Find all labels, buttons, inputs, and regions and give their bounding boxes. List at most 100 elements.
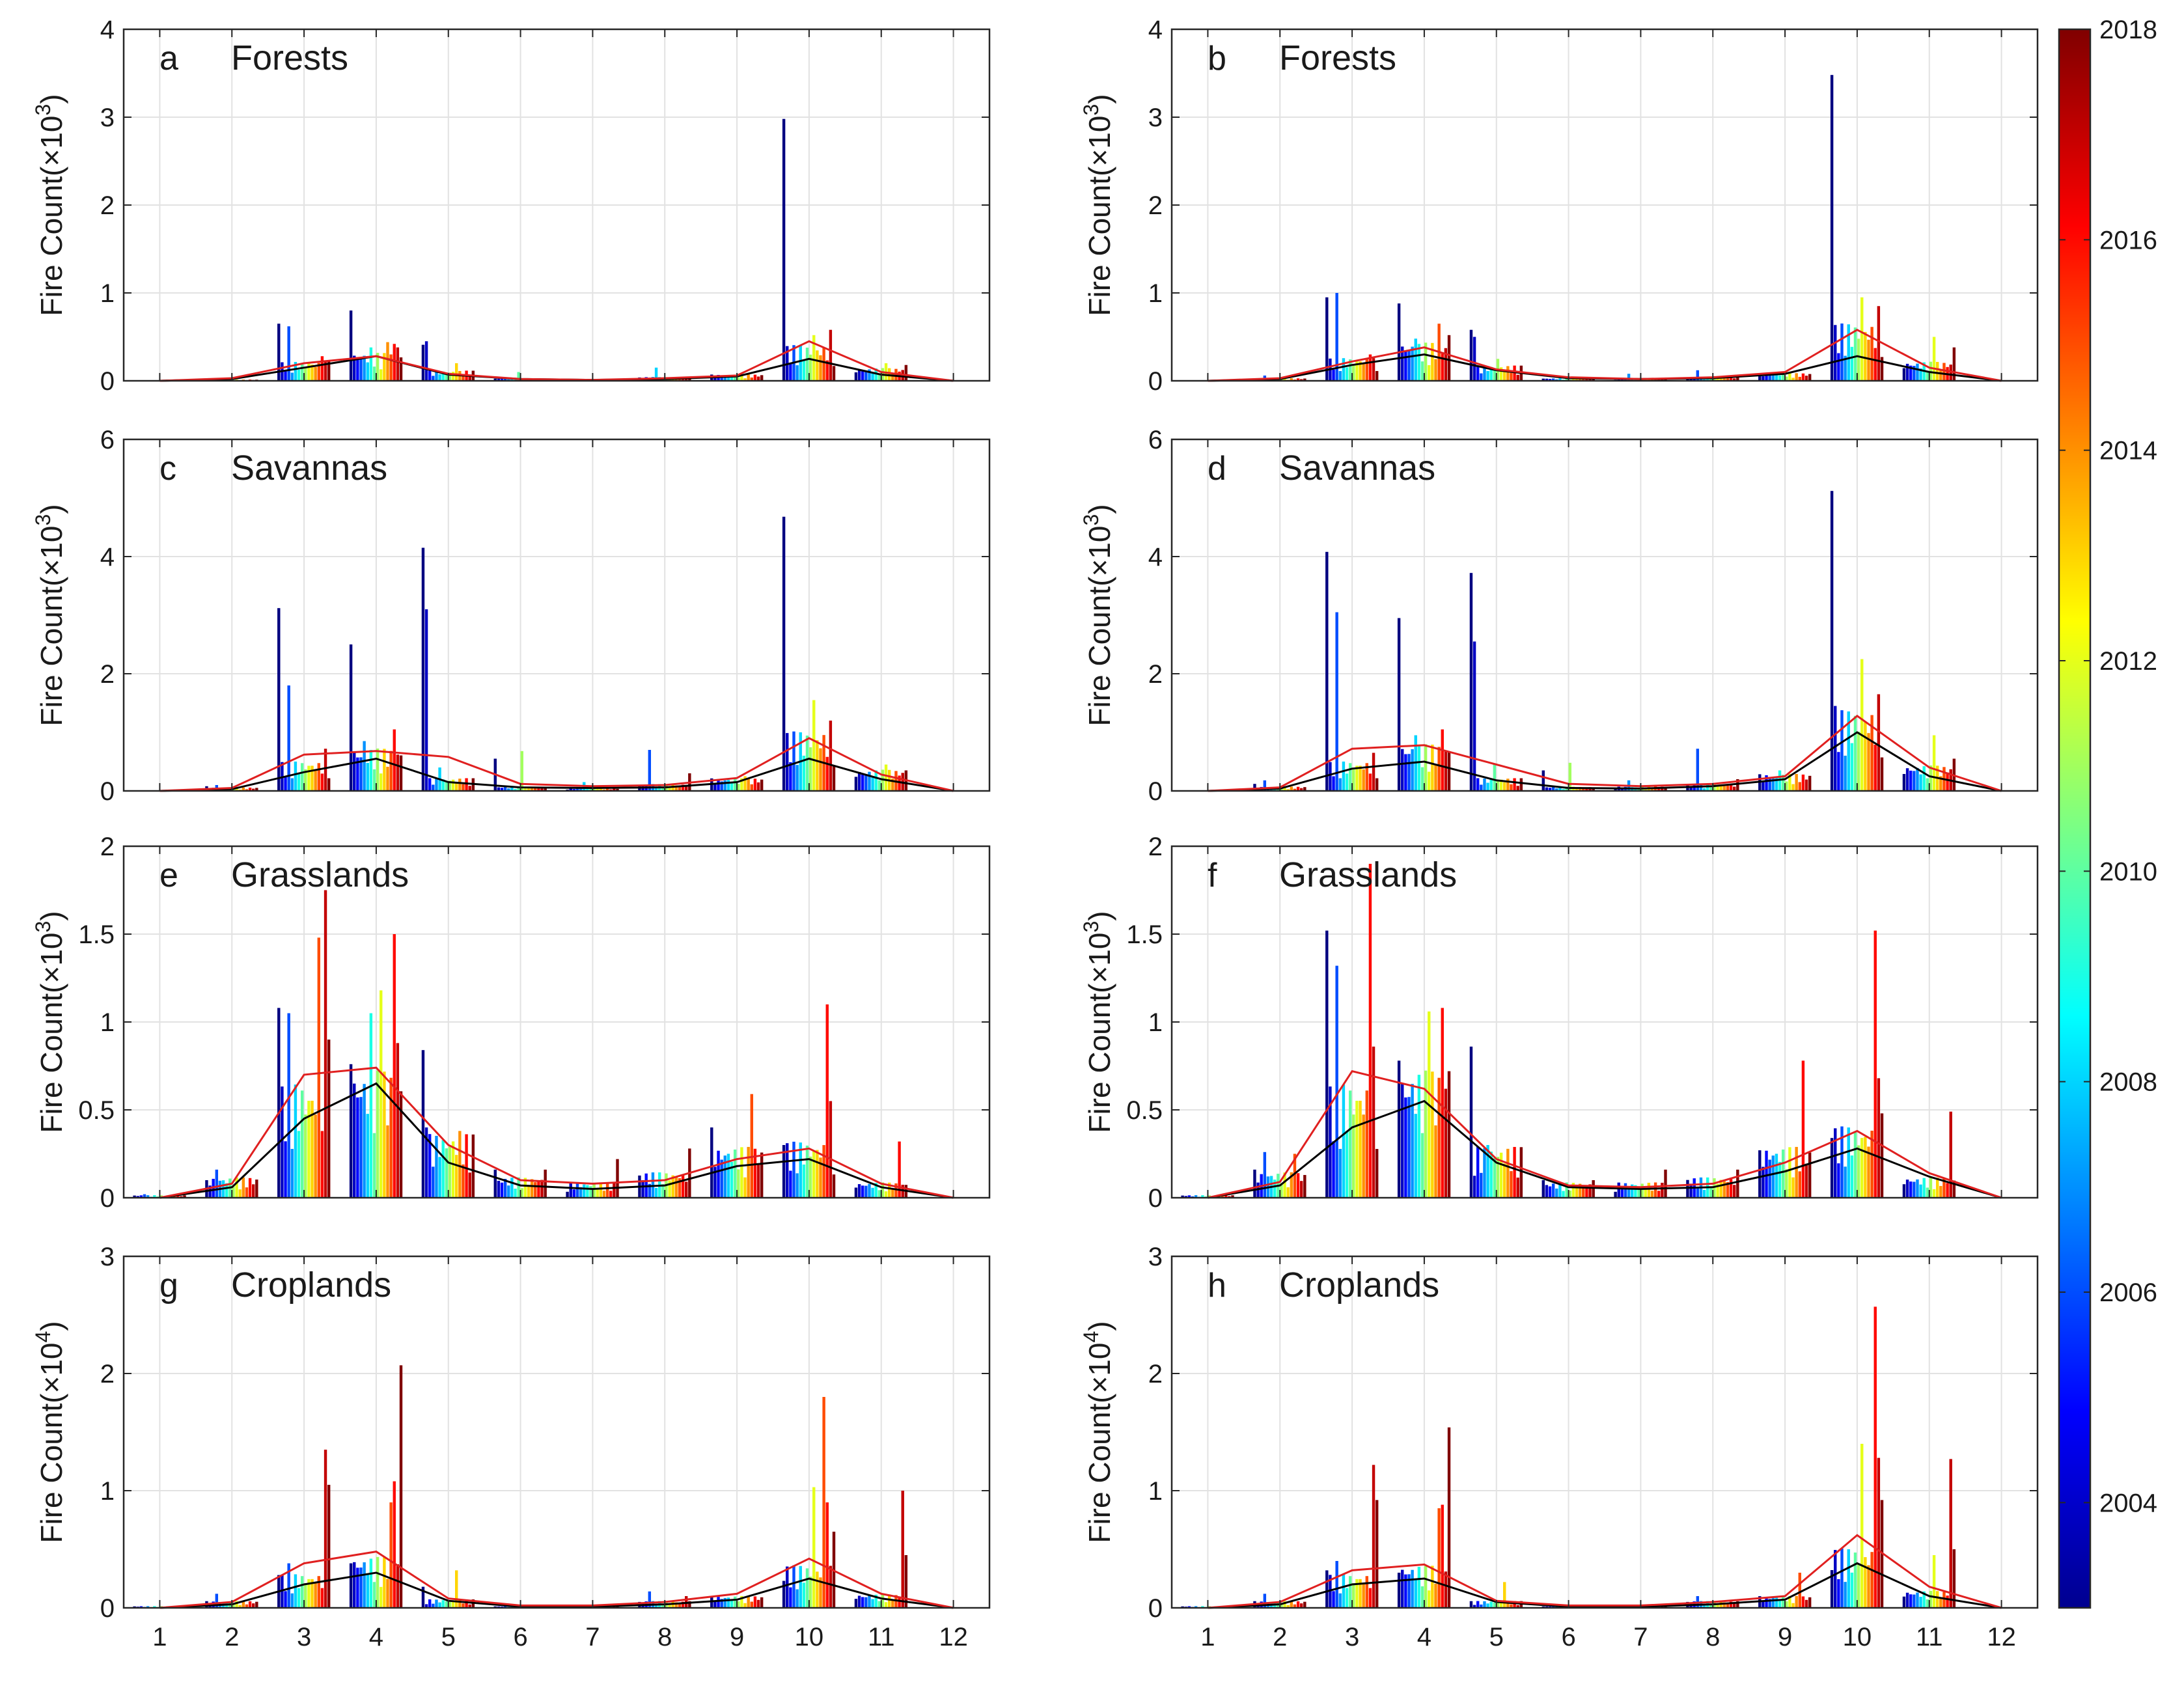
bar-month-10-year-2007 xyxy=(795,1589,799,1608)
bar-month-10-year-2005 xyxy=(1837,1163,1840,1198)
bar-month-8-year-2006 xyxy=(648,750,652,791)
bar-month-11-year-2009 xyxy=(874,368,878,381)
bar-month-9-year-2010 xyxy=(733,1596,737,1608)
bar-month-3-year-2013 xyxy=(311,1579,314,1608)
bar-month-11-year-2005 xyxy=(1909,1181,1913,1198)
bar-month-1-year-2009 xyxy=(1201,1606,1204,1608)
bar-month-6-year-2003 xyxy=(1541,1180,1545,1198)
bar-month-9-year-2018 xyxy=(760,375,764,381)
bar-month-5-year-2009 xyxy=(441,371,445,381)
bar-month-9-year-2003 xyxy=(1758,1150,1762,1198)
bar-month-8-year-2013 xyxy=(1719,377,1722,381)
bar-month-5-year-2016 xyxy=(465,1599,468,1608)
bar-month-11-year-2004 xyxy=(1905,1592,1909,1608)
bar-month-4-year-2004 xyxy=(1401,346,1404,381)
bar-month-3-year-2012 xyxy=(1355,1579,1359,1608)
bar-month-9-year-2017 xyxy=(1804,1163,1808,1198)
bar-month-3-year-2003 xyxy=(1325,297,1329,381)
bar-month-9-year-2008 xyxy=(726,1597,730,1608)
y-axis-label-exponent: 3 xyxy=(1079,104,1103,116)
bar-month-3-year-2018 xyxy=(327,1485,331,1608)
bar-month-8-year-2008 xyxy=(654,367,658,381)
bar-month-1-year-2009 xyxy=(153,1606,156,1608)
bar-month-3-year-2018 xyxy=(327,361,331,381)
bar-month-5-year-2006 xyxy=(432,784,435,791)
bar-month-9-year-2011 xyxy=(737,377,740,381)
bar-month-4-year-2017 xyxy=(1444,1571,1448,1608)
bar-month-11-year-2016 xyxy=(898,1597,901,1608)
bar-month-3-year-2015 xyxy=(317,937,320,1198)
bar-month-6-year-2012 xyxy=(1571,1183,1575,1198)
y-axis-label: Fire Count(×103) xyxy=(31,911,68,1133)
bar-month-3-year-2009 xyxy=(297,369,301,381)
bar-month-9-year-2009 xyxy=(730,376,734,381)
bar-month-4-year-2012 xyxy=(380,990,383,1198)
bar-month-7-year-2014 xyxy=(1650,788,1654,791)
bar-month-5-year-2015 xyxy=(1510,784,1513,791)
bar-month-4-year-2016 xyxy=(393,1481,396,1608)
bar-month-5-year-2004 xyxy=(424,1127,428,1198)
bar-month-9-year-2003 xyxy=(1758,373,1762,381)
bar-month-4-year-2012 xyxy=(380,369,383,381)
colorbar-tick-label: 2014 xyxy=(2099,437,2157,465)
y-axis-label-prefix: Fire Count(×10 xyxy=(1083,1343,1116,1543)
bar-month-2-year-2012 xyxy=(235,1177,238,1198)
bar-month-4-year-2013 xyxy=(1431,1566,1434,1608)
bar-month-11-year-2010 xyxy=(1926,1599,1929,1608)
plot-area xyxy=(1172,1256,2038,1608)
bar-month-10-year-2016 xyxy=(1873,745,1877,791)
bar-month-4-year-2008 xyxy=(366,1114,369,1198)
bar-month-8-year-2006 xyxy=(648,1591,652,1608)
bar-month-3-year-2013 xyxy=(1359,1579,1362,1608)
bar-month-3-year-2012 xyxy=(307,1101,311,1198)
bar-month-8-year-2012 xyxy=(1716,1603,1719,1608)
y-axis-label-suffix: ) xyxy=(35,1321,68,1331)
bar-month-10-year-2005 xyxy=(1837,353,1840,381)
bar-month-2-year-2003 xyxy=(1253,784,1256,791)
bar-month-2-year-2017 xyxy=(1300,788,1303,791)
bar-month-10-year-2006 xyxy=(792,731,795,791)
bar-month-4-year-2015 xyxy=(389,1077,393,1198)
y-tick-label: 0 xyxy=(100,777,115,806)
bar-month-8-year-2014 xyxy=(1722,1181,1726,1198)
bar-month-6-year-2015 xyxy=(1582,788,1585,791)
bar-month-10-year-2015 xyxy=(1870,327,1873,381)
max-line xyxy=(159,1066,954,1199)
bar-month-11-year-2012 xyxy=(1932,735,1936,791)
bar-month-11-year-2018 xyxy=(904,1555,908,1608)
bar-month-5-year-2010 xyxy=(1493,1602,1497,1608)
bar-month-6-year-2009 xyxy=(514,1189,517,1198)
bar-month-10-year-2014 xyxy=(819,355,822,381)
bar-month-11-year-2013 xyxy=(1936,1178,1939,1198)
bar-month-4-year-2005 xyxy=(1404,350,1407,381)
bar-month-5-year-2007 xyxy=(435,1599,438,1608)
x-tick-label: 5 xyxy=(1489,1623,1504,1651)
bar-month-3-year-2004 xyxy=(1329,762,1332,791)
colorbar-gradient xyxy=(2059,29,2090,1608)
bar-month-6-year-2018 xyxy=(1592,379,1595,381)
bar-month-7-year-2018 xyxy=(1664,1169,1667,1198)
bar-month-4-year-2012 xyxy=(380,1586,383,1608)
bar-month-7-year-2007 xyxy=(579,788,583,791)
bar-month-5-year-2003 xyxy=(1469,329,1473,381)
bar-month-5-year-2008 xyxy=(1486,1603,1489,1608)
axes-frame xyxy=(1170,438,2039,792)
bar-month-9-year-2011 xyxy=(1785,1601,1788,1608)
bar-month-3-year-2016 xyxy=(1368,773,1372,791)
bar-month-11-year-2007 xyxy=(1916,1592,1919,1608)
y-axis-label-exponent: 3 xyxy=(1079,921,1103,933)
bar-month-11-year-2009 xyxy=(874,1183,878,1198)
bar-month-6-year-2003 xyxy=(1541,378,1545,381)
max-line xyxy=(159,1551,954,1609)
bar-month-8-year-2006 xyxy=(1696,749,1700,791)
y-tick-label: 1.5 xyxy=(1126,920,1163,949)
bar-month-9-year-2011 xyxy=(737,1169,740,1198)
bar-month-11-year-2003 xyxy=(1902,774,1906,791)
bar-month-7-year-2009 xyxy=(1634,1185,1637,1198)
bar-month-3-year-2016 xyxy=(320,1588,324,1608)
bar-month-5-year-2012 xyxy=(451,1600,455,1608)
bar-month-4-year-2005 xyxy=(356,1567,359,1608)
bar-month-5-year-2008 xyxy=(1486,1145,1489,1198)
bar-month-8-year-2013 xyxy=(1719,784,1722,791)
bar-month-10-year-2007 xyxy=(1844,1582,1847,1608)
